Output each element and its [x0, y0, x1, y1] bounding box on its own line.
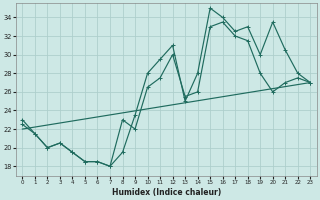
X-axis label: Humidex (Indice chaleur): Humidex (Indice chaleur): [112, 188, 221, 197]
